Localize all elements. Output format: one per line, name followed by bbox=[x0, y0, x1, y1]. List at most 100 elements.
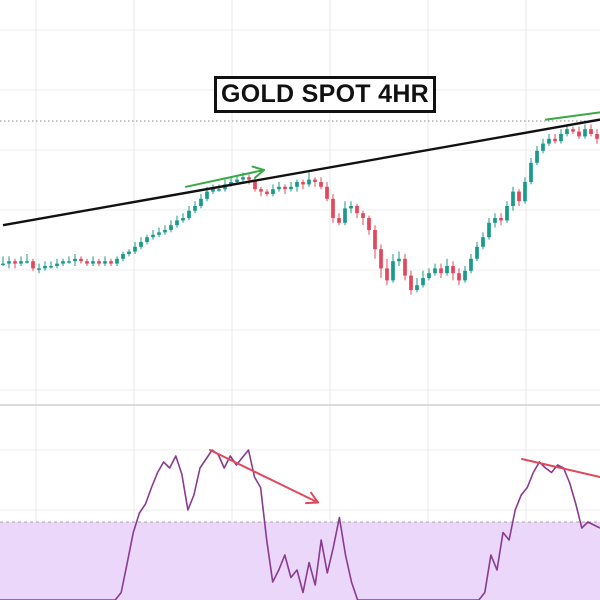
candle-body bbox=[457, 273, 461, 281]
candle-body bbox=[589, 129, 593, 134]
arrow-head bbox=[251, 165, 265, 179]
candle-body bbox=[307, 179, 311, 185]
candle-body bbox=[55, 263, 59, 266]
candle bbox=[409, 270, 413, 295]
candle-body bbox=[433, 268, 437, 274]
indicator-path bbox=[0, 449, 600, 600]
candle-body bbox=[409, 275, 413, 290]
candle bbox=[577, 126, 581, 139]
candle bbox=[469, 254, 473, 274]
candle-body bbox=[199, 198, 203, 206]
candle bbox=[337, 213, 341, 226]
candle bbox=[499, 213, 503, 226]
arrow-shaft bbox=[545, 111, 600, 121]
candle bbox=[277, 182, 281, 192]
candle bbox=[163, 225, 167, 235]
candle-body bbox=[427, 273, 431, 278]
candle-body bbox=[559, 134, 563, 142]
candle-body bbox=[121, 254, 125, 259]
candle bbox=[199, 194, 203, 209]
candle bbox=[571, 126, 575, 134]
candle bbox=[55, 258, 59, 269]
candle bbox=[343, 201, 347, 226]
candle bbox=[463, 266, 467, 283]
candle-body bbox=[583, 129, 587, 137]
candle bbox=[259, 186, 263, 197]
candle-body bbox=[415, 285, 419, 290]
candle bbox=[175, 215, 179, 228]
candle bbox=[415, 278, 419, 293]
candle-body bbox=[313, 179, 317, 182]
candle-body bbox=[499, 218, 503, 221]
candle bbox=[523, 177, 527, 204]
candle bbox=[151, 230, 155, 240]
candle-body bbox=[271, 189, 275, 194]
candle-body bbox=[547, 138, 551, 144]
candle-body bbox=[139, 242, 143, 247]
candle bbox=[475, 242, 479, 262]
candle bbox=[511, 186, 515, 211]
candle bbox=[355, 203, 359, 218]
candle-body bbox=[511, 191, 515, 206]
indicator-band bbox=[0, 521, 600, 600]
candle-body bbox=[319, 182, 323, 187]
candle bbox=[547, 134, 551, 146]
candle-body bbox=[343, 208, 347, 223]
candle bbox=[265, 189, 269, 197]
candle bbox=[73, 254, 77, 266]
candle bbox=[37, 263, 41, 274]
candle bbox=[349, 201, 353, 214]
candle-body bbox=[211, 189, 215, 192]
candle-body bbox=[565, 129, 569, 134]
candle bbox=[325, 182, 329, 202]
arrow bbox=[545, 111, 600, 121]
candle-body bbox=[1, 263, 5, 266]
candle-body bbox=[31, 261, 35, 269]
candle-body bbox=[193, 206, 197, 211]
candle bbox=[373, 225, 377, 259]
candle-body bbox=[103, 261, 107, 264]
candle bbox=[133, 242, 137, 254]
candle bbox=[517, 189, 521, 206]
candle-body bbox=[133, 246, 137, 252]
candle bbox=[583, 124, 587, 139]
candle-body bbox=[73, 258, 77, 262]
candle bbox=[397, 251, 401, 266]
candle bbox=[481, 232, 485, 250]
candle bbox=[331, 194, 335, 223]
candle-body bbox=[13, 261, 17, 264]
trendline-line bbox=[2, 118, 600, 227]
candle-body bbox=[373, 230, 377, 250]
candle-body bbox=[7, 261, 11, 264]
candle-body bbox=[487, 222, 491, 238]
candle-body bbox=[403, 258, 407, 276]
candle bbox=[289, 182, 293, 192]
candle bbox=[505, 201, 509, 223]
candle-body bbox=[157, 232, 161, 235]
candle bbox=[493, 213, 497, 228]
candle bbox=[439, 263, 443, 278]
candle-body bbox=[361, 213, 365, 218]
candle bbox=[595, 129, 599, 144]
candle bbox=[121, 251, 125, 262]
candle-body bbox=[445, 266, 449, 274]
candle-body bbox=[151, 234, 155, 238]
candle bbox=[7, 256, 11, 269]
candle-body bbox=[421, 278, 425, 286]
candle bbox=[91, 256, 95, 266]
candle-body bbox=[553, 138, 557, 142]
candle-body bbox=[169, 225, 173, 230]
candle bbox=[181, 213, 185, 223]
arrow-shaft bbox=[209, 449, 319, 504]
candle-body bbox=[289, 186, 293, 190]
candle-body bbox=[217, 189, 221, 191]
candle-body bbox=[481, 237, 485, 247]
candle bbox=[157, 227, 161, 238]
candle-body bbox=[25, 261, 29, 263]
candle bbox=[487, 218, 491, 240]
candle-body bbox=[127, 251, 131, 254]
indicator-arrows bbox=[209, 449, 600, 505]
candle bbox=[109, 258, 113, 266]
chart-title-box: GOLD SPOT 4HR bbox=[214, 76, 436, 113]
candle-body bbox=[253, 179, 257, 190]
